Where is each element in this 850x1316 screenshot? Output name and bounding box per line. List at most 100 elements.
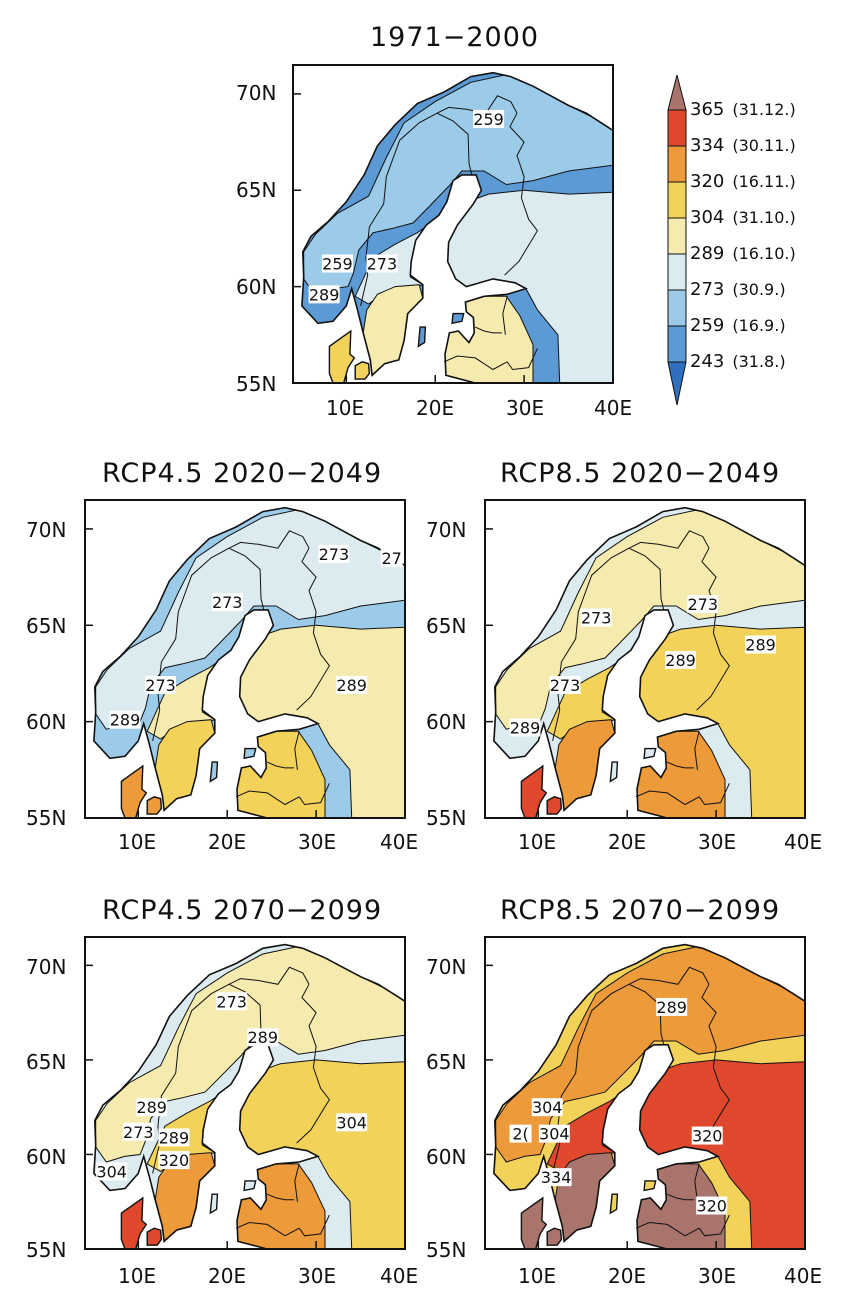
y-tick-label: 70N [236,81,277,105]
x-tick-label: 40E [594,396,633,420]
y-tick-label: 55N [426,806,467,830]
island-coastline [146,796,163,815]
country-border [294,1163,300,1202]
panel-title: RCP8.5 2070−2099 [500,895,781,926]
x-tick-label: 30E [506,396,545,420]
country-border [694,731,700,770]
x-tick-label: 20E [208,830,247,854]
map-frame [484,936,806,1250]
x-tick-label: 10E [118,1264,157,1288]
contour-label: 289 [159,1128,190,1147]
contour-label: 289 [309,285,340,304]
country-border [504,112,539,276]
contour-label: 273 [123,1123,154,1142]
y-tick-label: 65N [26,1050,67,1074]
legend-swatch-334 [667,145,687,183]
contour-label: 273 [581,609,612,628]
contour-label-bg [687,595,719,614]
legend-entry: 289 (16.10.) [690,243,796,264]
contour-label-bg [158,1128,190,1147]
contour-label: 289 [745,636,776,655]
contour-label: 289 [110,711,141,730]
contour-label: 273 [216,992,247,1011]
y-tick-label: 60N [26,1145,67,1169]
x-tick-label: 20E [416,396,455,420]
country-border [228,966,310,985]
y-tick-label: 70N [26,518,67,542]
panel-title: RCP4.5 2020−2049 [102,458,383,489]
contour-label: 259 [473,110,504,129]
y-tick-label: 65N [426,614,467,638]
map-frame [84,936,406,1250]
x-tick-label: 10E [118,830,157,854]
contour-label: 320 [692,1127,723,1146]
contour-label-bg [745,635,777,654]
contour-label: 320 [696,1197,727,1216]
island-coastline [451,312,465,325]
legend-swatch-304 [667,217,687,255]
contour-label-bg [540,1168,572,1187]
country-border [696,984,731,1144]
contour-label-bg [696,1196,728,1215]
island-coastline [243,1180,257,1192]
contour-label: 289 [336,676,367,695]
legend-swatch-365 [667,109,687,147]
contour-label-bg [308,285,340,304]
country-border [628,530,710,549]
x-tick-label: 30E [698,1264,737,1288]
legend-swatch-over [667,75,687,111]
legend-entry: 304 (31.10.) [690,207,796,228]
legend-swatch-289 [667,253,687,291]
legend-entry: 273 (30.9.) [690,279,786,300]
island-coastline [146,1227,163,1246]
country-border [228,547,265,611]
island-coastline [354,361,371,380]
country-border [266,761,294,769]
x-tick-label: 20E [208,1264,247,1288]
y-tick-label: 65N [26,614,67,638]
island-coastline [209,1193,219,1215]
x-tick-label: 30E [298,1264,337,1288]
contour-label-bg [96,1162,128,1181]
country-border [635,1221,700,1237]
country-border [235,790,300,806]
island-coastline [243,747,257,760]
y-tick-label: 60N [426,1145,467,1169]
country-border [628,547,665,611]
island-coastline [417,326,427,348]
contour-label: 27 [381,549,401,568]
country-border [696,547,731,711]
island-coastline [209,761,219,783]
island-coastline [609,761,619,783]
contour-label-bg [509,718,541,737]
contour-label-bg [247,1028,279,1047]
x-tick-label: 40E [380,1264,419,1288]
contour-label-bg [580,608,612,627]
legend-entry: 320 (16.11.) [690,171,796,192]
contour-label: 273 [319,545,350,564]
contour-label: 304 [336,1113,367,1132]
island-coastline [643,747,657,760]
map-frame [292,64,614,384]
country-border [235,1221,300,1237]
contour-label: 304 [532,1098,563,1117]
y-tick-label: 70N [26,955,67,979]
island-coastline [609,1193,619,1215]
contour-label-bg [158,1151,190,1170]
contour-label: 289 [656,998,687,1017]
country-border [474,326,502,334]
contour-label-bg [509,1124,532,1143]
map-panel-rcp85-2020-2049: 273 273 289 289 273 289 [484,499,806,819]
legend-entry: 365 (31.12.) [690,99,796,120]
country-border [635,790,700,806]
contour-label-bg [366,254,398,273]
x-tick-label: 30E [698,830,737,854]
contour-label: 273 [550,676,581,695]
contour-label: 289 [248,1028,279,1047]
island-coastline [546,1227,563,1246]
contour-label: 273 [688,595,719,614]
legend-entry: 243 (31.8.) [690,351,786,372]
y-tick-label: 70N [426,518,467,542]
contour-label-bg [531,1098,563,1117]
contour-label-bg [145,676,177,695]
